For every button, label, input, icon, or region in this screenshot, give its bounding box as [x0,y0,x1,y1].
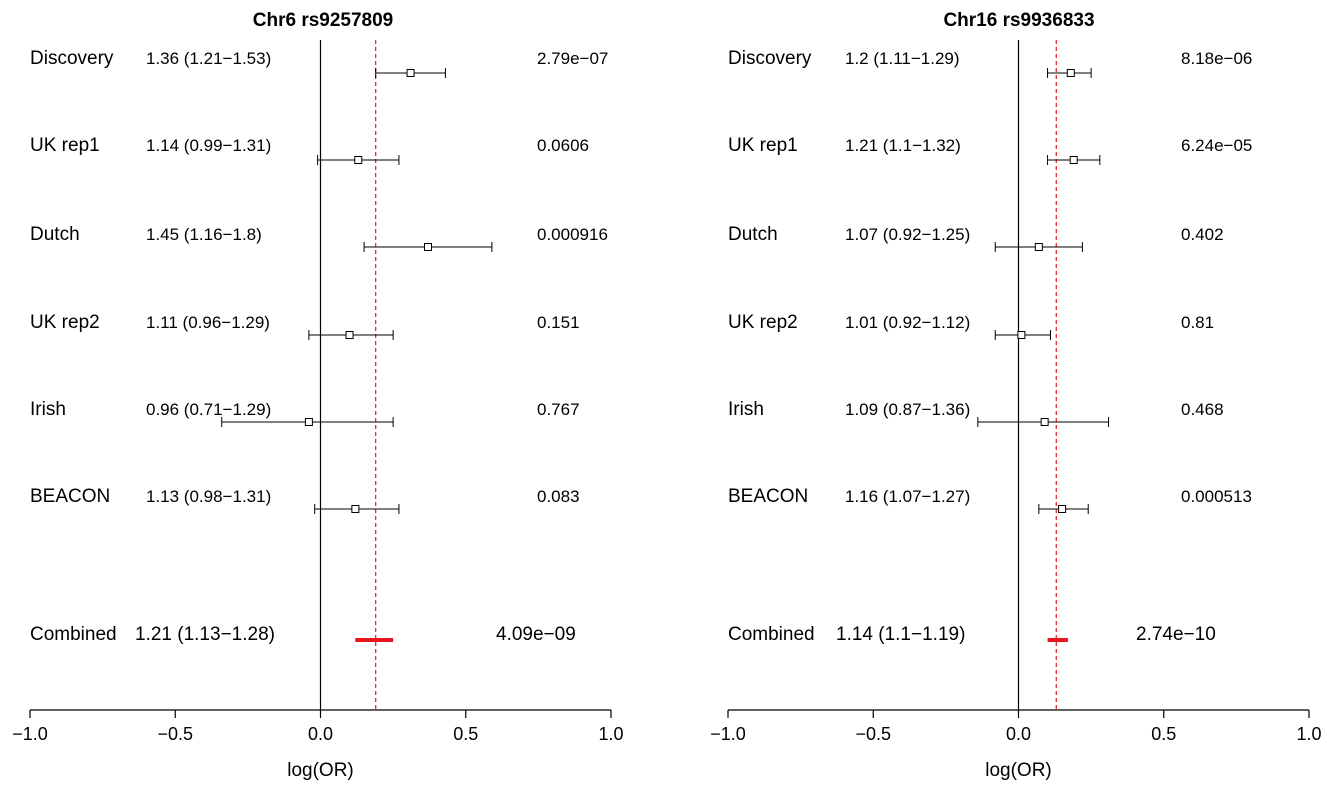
odds-ratio-ci-label: 1.09 (0.87−1.36) [845,400,970,419]
point-estimate-box [1034,243,1043,251]
panel-title: Chr16 rs9936833 [943,10,1094,31]
point-estimate-box [345,331,354,339]
study-label: Dutch [30,224,80,245]
x-tick-label: −0.5 [157,724,193,744]
x-tick-label: 0.5 [1151,724,1176,744]
study-label: Discovery [30,48,114,69]
study-label: UK rep2 [728,312,798,333]
odds-ratio-ci-label: 1.2 (1.11−1.29) [845,49,960,68]
p-value-label: 2.74e−10 [1136,624,1216,645]
odds-ratio-ci-label: 1.11 (0.96−1.29) [146,313,270,332]
x-tick-label: 1.0 [1296,724,1321,744]
odds-ratio-ci-label: 1.36 (1.21−1.53) [146,49,271,68]
study-label: Irish [30,399,66,420]
panel-title: Chr6 rs9257809 [253,10,394,31]
point-estimate-box [354,156,363,164]
x-tick-label: 0.0 [308,724,333,744]
x-axis-label: log(OR) [985,760,1052,781]
study-label: Combined [30,624,117,645]
x-tick-label: −1.0 [12,724,48,744]
x-axis-label: log(OR) [287,760,354,781]
point-estimate-box [1066,69,1075,77]
x-tick-label: 0.5 [453,724,478,744]
p-value-label: 0.000513 [1181,487,1252,506]
forest-panel-1: Chr6 rs9257809 Discovery 1.36 (1.21−1.53) 2… [12,10,623,781]
forest-panel-2: Chr16 rs9936833 Discovery 1.2 (1.11−1.29) 8… [710,10,1321,781]
x-tick-label: 1.0 [598,724,623,744]
p-value-label: 0.767 [537,400,580,419]
p-value-label: 2.79e−07 [537,49,608,68]
p-value-label: 8.18e−06 [1181,49,1252,68]
x-tick-label: −1.0 [710,724,746,744]
study-label: UK rep1 [30,135,100,156]
point-estimate-box [406,69,415,77]
odds-ratio-ci-label: 1.21 (1.13−1.28) [135,624,275,645]
odds-ratio-ci-label: 0.96 (0.71−1.29) [146,400,271,419]
p-value-label: 4.09e−09 [496,624,576,645]
p-value-label: 0.151 [537,313,580,332]
point-estimate-box [1040,418,1049,426]
odds-ratio-ci-label: 1.21 (1.1−1.32) [845,136,961,155]
study-label: Discovery [728,48,812,69]
odds-ratio-ci-label: 1.14 (1.1−1.19) [836,624,965,645]
odds-ratio-ci-label: 1.16 (1.07−1.27) [845,487,970,506]
study-label: Dutch [728,224,778,245]
point-estimate-box [1058,505,1067,513]
study-label: BEACON [728,486,808,507]
point-estimate-box [1017,331,1026,339]
odds-ratio-ci-label: 1.14 (0.99−1.31) [146,136,271,155]
study-label: UK rep2 [30,312,100,333]
study-label: Irish [728,399,764,420]
study-label: Combined [728,624,815,645]
x-tick-label: −0.5 [855,724,891,744]
p-value-label: 0.000916 [537,225,608,244]
odds-ratio-ci-label: 1.45 (1.16−1.8) [146,225,262,244]
point-estimate-box [304,418,313,426]
point-estimate-box [351,505,360,513]
study-label: UK rep1 [728,135,798,156]
odds-ratio-ci-label: 1.01 (0.92−1.12) [845,313,970,332]
p-value-label: 0.402 [1181,225,1224,244]
study-label: BEACON [30,486,110,507]
p-value-label: 0.468 [1181,400,1224,419]
p-value-label: 6.24e−05 [1181,136,1252,155]
point-estimate-box [423,243,432,251]
odds-ratio-ci-label: 1.07 (0.92−1.25) [845,225,970,244]
point-estimate-box [1069,156,1078,164]
p-value-label: 0.083 [537,487,580,506]
x-tick-label: 0.0 [1006,724,1031,744]
p-value-label: 0.81 [1181,313,1214,332]
p-value-label: 0.0606 [537,136,589,155]
odds-ratio-ci-label: 1.13 (0.98−1.31) [146,487,271,506]
